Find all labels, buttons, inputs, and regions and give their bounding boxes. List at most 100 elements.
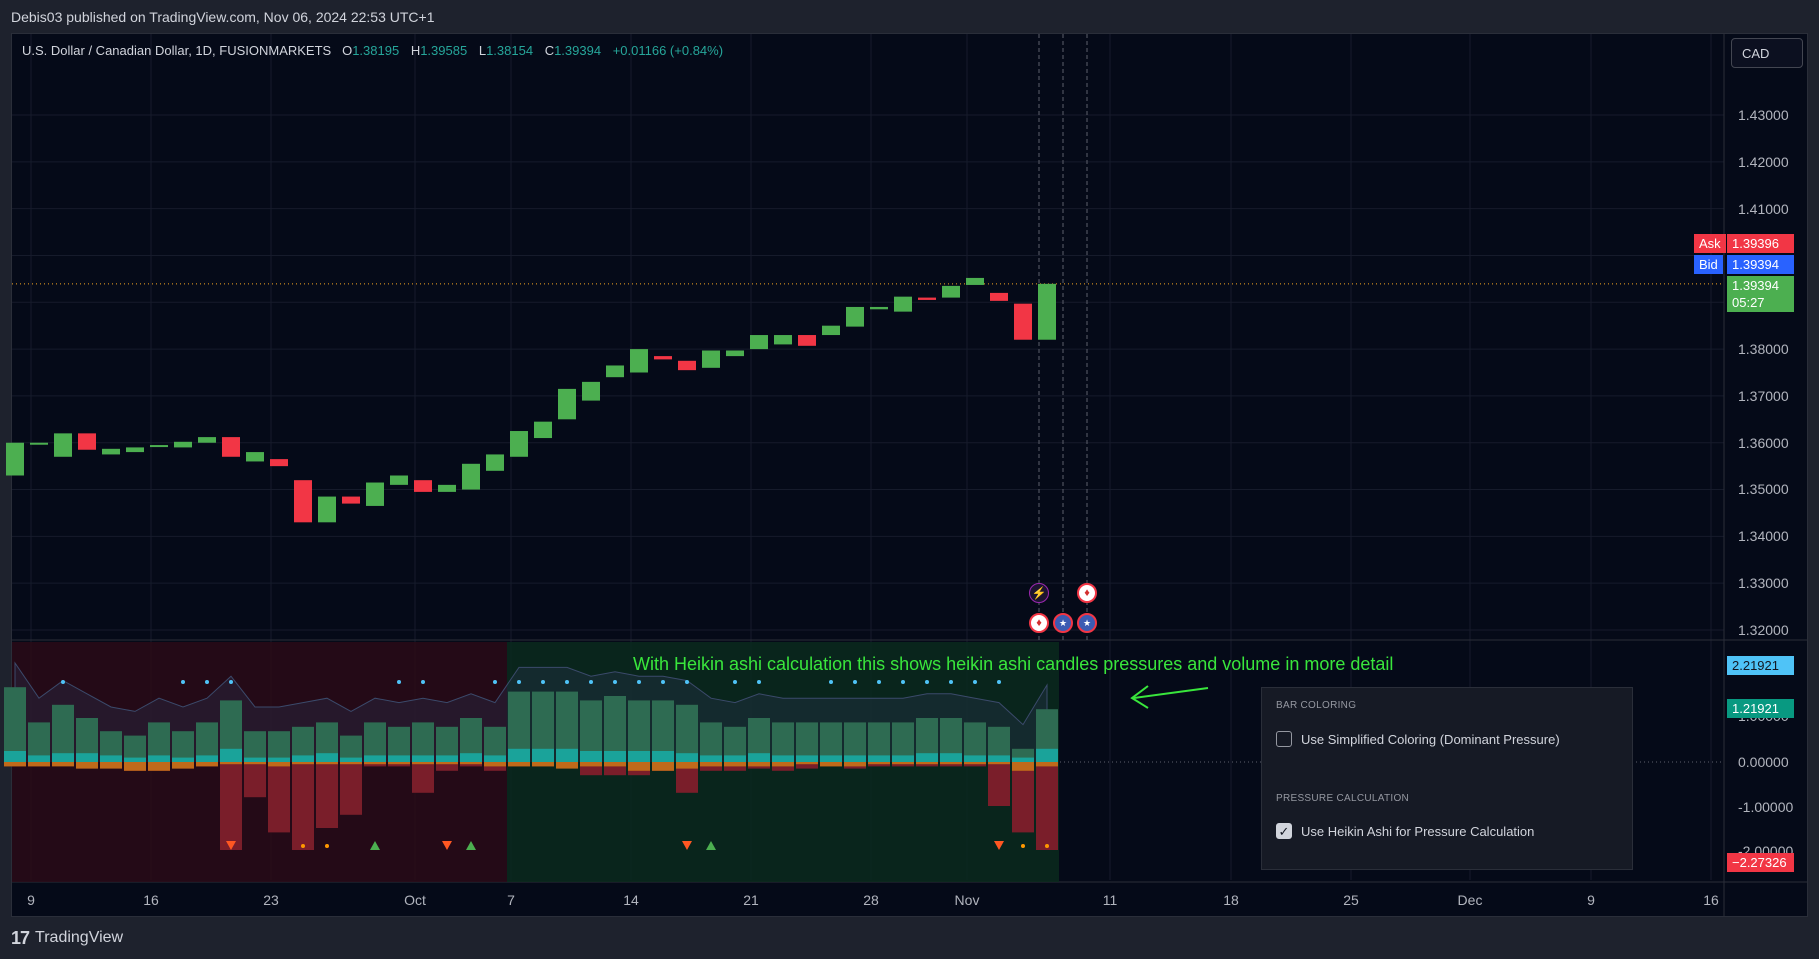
bull-volume-bar bbox=[916, 753, 938, 762]
signal-dot bbox=[421, 680, 425, 684]
bull-volume-bar bbox=[772, 755, 794, 762]
sell-marker bbox=[226, 841, 236, 850]
bull-volume-bar bbox=[148, 755, 170, 762]
us-flag-icon[interactable]: ★ bbox=[1053, 613, 1073, 633]
bear-volume-bar bbox=[724, 762, 746, 767]
signal-dot bbox=[397, 680, 401, 684]
bear-pressure-bar bbox=[340, 762, 362, 815]
price-label: 1.34000 bbox=[1738, 528, 1789, 544]
bull-volume-bar bbox=[52, 753, 74, 762]
bull-pressure-bar bbox=[556, 691, 578, 762]
us-flag-icon[interactable]: ★ bbox=[1077, 613, 1097, 633]
lightning-event-icon[interactable]: ⚡ bbox=[1029, 583, 1049, 603]
bull-pressure-bar bbox=[844, 722, 866, 762]
bear-volume-bar bbox=[292, 762, 314, 765]
ask-price-badge: 1.39396 bbox=[1727, 234, 1794, 253]
candle bbox=[78, 433, 96, 450]
annotation-arrow-icon[interactable] bbox=[1128, 680, 1212, 710]
bear-volume-bar bbox=[892, 762, 914, 765]
bull-pressure-bar bbox=[628, 700, 650, 762]
bull-pressure-bar bbox=[196, 722, 218, 762]
bull-pressure-bar bbox=[148, 722, 170, 762]
bull-pressure-bar bbox=[772, 722, 794, 762]
bear-pressure-bar bbox=[316, 762, 338, 828]
signal-dot bbox=[829, 680, 833, 684]
bear-volume-bar bbox=[124, 762, 146, 771]
bear-volume-bar bbox=[940, 762, 962, 765]
brand-name: TradingView bbox=[35, 929, 124, 946]
bear-volume-bar bbox=[1036, 762, 1058, 767]
indicator-value-mid: 1.21921 bbox=[1727, 699, 1794, 718]
bull-volume-bar bbox=[244, 757, 266, 762]
bear-volume-bar bbox=[532, 762, 554, 767]
bull-volume-bar bbox=[628, 751, 650, 762]
heikin-ashi-option[interactable]: ✓ Use Heikin Ashi for Pressure Calculati… bbox=[1276, 823, 1534, 839]
bull-volume-bar bbox=[364, 755, 386, 762]
sell-marker bbox=[682, 841, 692, 850]
symbol-name[interactable]: U.S. Dollar / Canadian Dollar, 1D, FUSIO… bbox=[22, 43, 332, 58]
simplified-coloring-label[interactable]: Use Simplified Coloring (Dominant Pressu… bbox=[1301, 731, 1560, 747]
bear-volume-bar bbox=[748, 762, 770, 767]
bear-volume-bar bbox=[316, 762, 338, 765]
simplified-coloring-option[interactable]: Use Simplified Coloring (Dominant Pressu… bbox=[1276, 731, 1560, 747]
candle bbox=[1038, 283, 1056, 340]
bull-pressure-bar bbox=[940, 718, 962, 762]
section-pressure-calculation: PRESSURE CALCULATION bbox=[1276, 793, 1410, 804]
bear-volume-bar bbox=[652, 762, 674, 771]
bull-volume-bar bbox=[268, 757, 290, 762]
bull-pressure-bar bbox=[868, 722, 890, 762]
bear-volume-bar bbox=[268, 762, 290, 767]
signal-dot bbox=[61, 680, 65, 684]
bull-volume-bar bbox=[724, 755, 746, 762]
bull-volume-bar bbox=[220, 748, 242, 762]
candle bbox=[318, 496, 336, 523]
bear-volume-bar bbox=[700, 762, 722, 767]
time-label: 11 bbox=[1102, 892, 1118, 908]
bull-volume-bar bbox=[436, 755, 458, 762]
bull-pressure-bar bbox=[796, 722, 818, 762]
symbol-info[interactable]: U.S. Dollar / Canadian Dollar, 1D, FUSIO… bbox=[22, 43, 723, 58]
candle bbox=[606, 365, 624, 378]
currency-button[interactable]: CAD bbox=[1731, 38, 1803, 68]
sell-marker bbox=[994, 841, 1004, 850]
canada-flag-icon[interactable]: ♦ bbox=[1029, 613, 1049, 633]
bear-pressure-bar bbox=[796, 762, 818, 769]
bull-pressure-bar bbox=[172, 731, 194, 762]
candle bbox=[822, 325, 840, 336]
bull-volume-bar bbox=[676, 753, 698, 762]
signal-dot bbox=[757, 680, 761, 684]
signal-dot bbox=[877, 680, 881, 684]
buy-marker bbox=[466, 841, 476, 850]
bear-volume-bar bbox=[388, 762, 410, 765]
bull-volume-bar bbox=[964, 755, 986, 762]
bull-volume-bar bbox=[292, 755, 314, 762]
bear-volume-bar bbox=[628, 762, 650, 771]
bull-volume-bar bbox=[124, 757, 146, 762]
bear-pressure-bar bbox=[988, 762, 1010, 806]
canada-flag-icon[interactable]: ♦ bbox=[1077, 583, 1097, 603]
neutral-marker bbox=[1021, 844, 1025, 848]
close-label: C bbox=[544, 43, 555, 58]
bar-countdown: 05:27 bbox=[1732, 295, 1765, 310]
bull-pressure-bar bbox=[508, 691, 530, 762]
chart-annotation-text[interactable]: With Heikin ashi calculation this shows … bbox=[633, 654, 1394, 674]
time-label: Nov bbox=[954, 892, 980, 908]
time-label: 25 bbox=[1343, 892, 1359, 908]
neutral-marker bbox=[1045, 844, 1049, 848]
candle bbox=[174, 441, 192, 448]
bull-volume-bar bbox=[4, 751, 26, 762]
bull-pressure-bar bbox=[4, 687, 26, 762]
simplified-coloring-checkbox[interactable] bbox=[1276, 731, 1292, 747]
candle bbox=[1014, 303, 1032, 340]
heikin-ashi-checkbox[interactable]: ✓ bbox=[1276, 823, 1292, 839]
bear-volume-bar bbox=[412, 762, 434, 765]
candle bbox=[678, 360, 696, 371]
candle bbox=[150, 445, 168, 448]
bear-volume-bar bbox=[508, 762, 530, 767]
heikin-ashi-label[interactable]: Use Heikin Ashi for Pressure Calculation bbox=[1301, 823, 1535, 839]
indicator-axis-label: -1.00000 bbox=[1738, 799, 1794, 815]
footer-brand[interactable]: 17 TradingView bbox=[11, 926, 123, 950]
candle bbox=[246, 452, 264, 462]
bull-volume-bar bbox=[316, 753, 338, 762]
